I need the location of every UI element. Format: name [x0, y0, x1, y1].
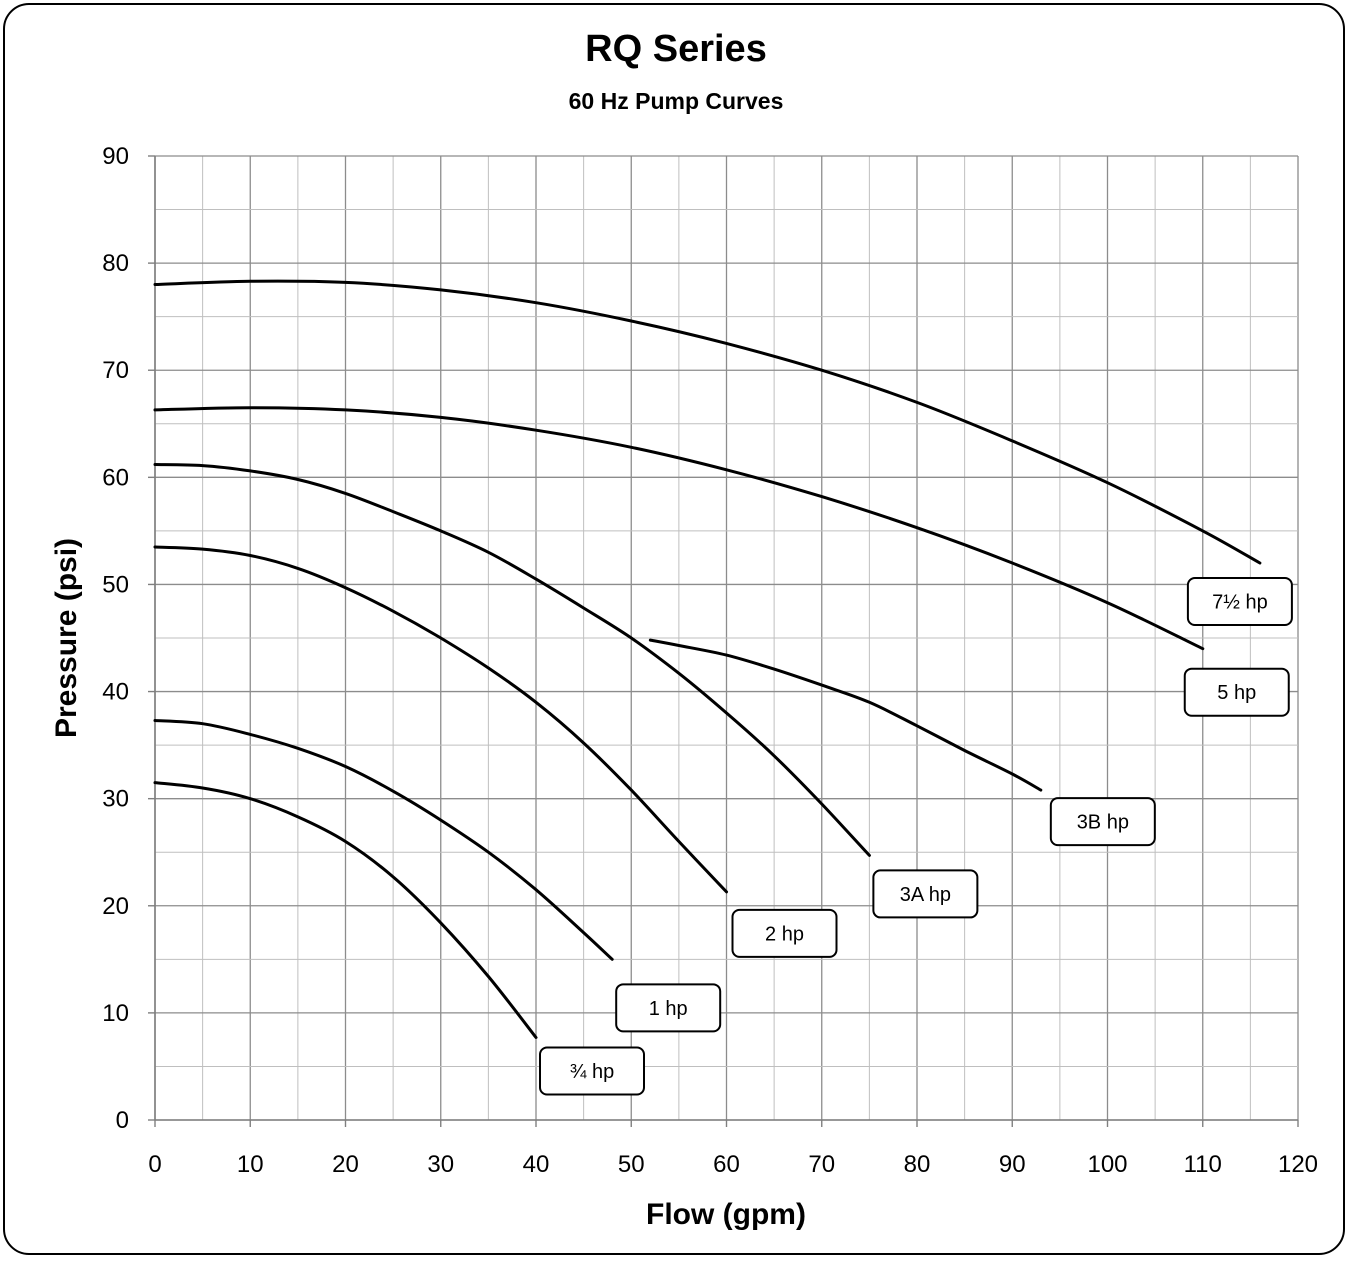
curve-0: [153, 781, 538, 1039]
curve-2: [153, 545, 728, 894]
curve-label: 3B hp: [1077, 812, 1129, 834]
chart-subtitle: 60 Hz Pump Curves: [568, 88, 784, 114]
y-tick-label: 10: [102, 1000, 129, 1027]
curve-3: [153, 463, 871, 857]
x-tick-label: 30: [427, 1151, 454, 1178]
y-tick-label: 70: [102, 357, 129, 384]
y-tick-label: 80: [102, 250, 129, 277]
y-axis-title: Pressure (psi): [50, 538, 83, 738]
x-tick-label: 110: [1184, 1151, 1222, 1178]
x-tick-label: 10: [237, 1151, 264, 1178]
x-tick-label: 100: [1087, 1151, 1127, 1178]
axes: [148, 155, 1299, 1127]
x-tick-label: 90: [999, 1151, 1026, 1178]
x-tick-labels: 0 10 20 30 40 50 60 70 80 90 100 110 120: [148, 1151, 1318, 1178]
x-axis-title: Flow (gpm): [646, 1198, 806, 1231]
curve-label: 7½ hp: [1212, 592, 1268, 614]
curve-label-box: [1186, 577, 1293, 627]
curve-label: 5 hp: [1217, 682, 1256, 704]
x-tick-label: 70: [808, 1151, 835, 1178]
curve-5: [153, 406, 1205, 651]
y-tick-labels: 0 10 20 30 40 50 60 70 80 90: [102, 143, 129, 1134]
curve-label-box: [1049, 797, 1156, 847]
x-tick-label: 50: [618, 1151, 645, 1178]
y-tick-label: 60: [102, 464, 129, 491]
curve-labels: ¾ hp 1 hp 2 hp 3A hp 3B hp 5 hp 7½ hp: [539, 577, 1293, 1096]
chart-title: RQ Series: [585, 28, 767, 70]
curve-label-box: [539, 1046, 645, 1096]
curve-label: 3A hp: [900, 884, 951, 906]
y-tick-label: 20: [102, 893, 129, 920]
curve-6: [153, 279, 1262, 565]
curve-4: [648, 638, 1043, 792]
curve-1: [153, 719, 614, 961]
curve-label-box: [1183, 667, 1290, 717]
curves: [153, 279, 1262, 1039]
y-tick-label: 90: [102, 143, 129, 170]
y-tick-label: 0: [116, 1107, 129, 1134]
curve-label: 1 hp: [649, 998, 688, 1020]
chart-frame: [3, 3, 1345, 1255]
y-tick-label: 30: [102, 786, 129, 813]
x-tick-label: 80: [904, 1151, 931, 1178]
curve-label: ¾ hp: [570, 1061, 614, 1083]
x-tick-label: 20: [332, 1151, 359, 1178]
curve-label-box: [872, 869, 979, 919]
grid: [154, 155, 1299, 1121]
x-tick-label: 40: [523, 1151, 550, 1178]
curve-label-box: [615, 983, 722, 1033]
y-tick-label: 50: [102, 571, 129, 598]
x-tick-label: 0: [148, 1151, 161, 1178]
curve-label: 2 hp: [765, 923, 804, 945]
x-tick-label: 120: [1278, 1151, 1318, 1178]
x-tick-label: 60: [713, 1151, 740, 1178]
y-tick-label: 40: [102, 679, 129, 706]
curve-label-box: [731, 908, 838, 958]
